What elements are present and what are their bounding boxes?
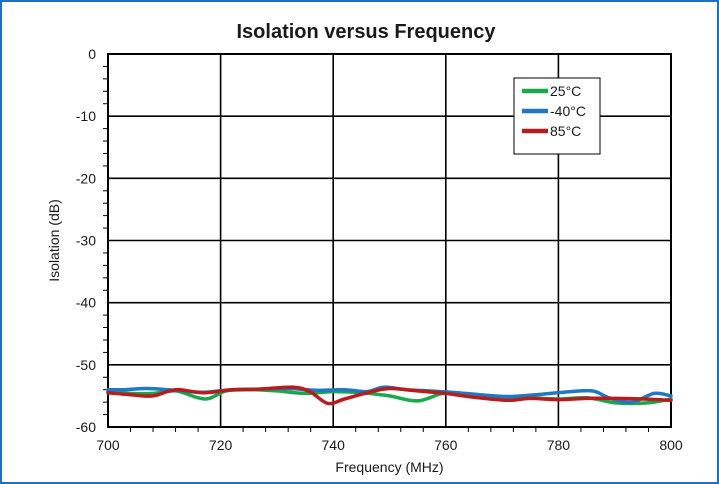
- x-tick-label: 760: [434, 437, 458, 453]
- x-tick-label: 780: [547, 437, 571, 453]
- y-tick-label: -10: [76, 108, 96, 124]
- y-tick-label: 0: [88, 46, 96, 62]
- x-axis-label: Frequency (MHz): [335, 459, 443, 475]
- plot-area: [107, 53, 672, 428]
- series-layer: [106, 385, 673, 406]
- y-tick-label: -50: [76, 357, 96, 373]
- x-tick-label: 700: [96, 437, 120, 453]
- series-line: [106, 385, 673, 406]
- y-tick-label: -20: [76, 170, 96, 186]
- chart-title: Isolation versus Frequency: [237, 21, 497, 43]
- y-axis-label: Isolation (dB): [46, 199, 62, 281]
- legend: 25°C -40°C 85°C: [513, 77, 601, 155]
- y-tick-label: -40: [76, 295, 96, 311]
- legend-label: 85°C: [550, 123, 581, 139]
- x-tick-label: 740: [322, 437, 346, 453]
- legend-label: 25°C: [550, 83, 581, 99]
- legend-label: -40°C: [550, 103, 586, 119]
- y-tick-label: -30: [76, 233, 96, 249]
- x-tick-label: 800: [659, 437, 683, 453]
- y-tick-label: -60: [76, 419, 96, 435]
- x-tick-label: 720: [209, 437, 233, 453]
